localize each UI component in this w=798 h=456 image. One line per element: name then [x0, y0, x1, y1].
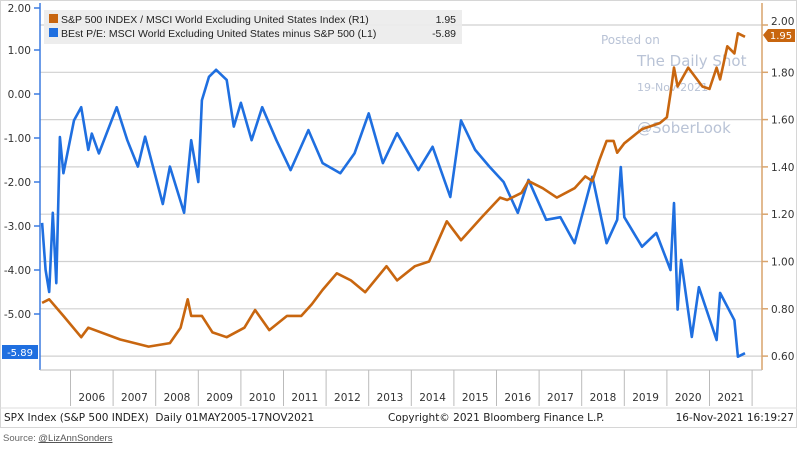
watermark-posted: Posted on	[601, 33, 660, 47]
x-tick-label: 2006	[78, 392, 105, 404]
series-line-pe-diff	[40, 68, 746, 359]
footer-ticker: SPX Index (S&P 500 INDEX) Daily 01MAY200…	[4, 412, 314, 424]
x-tick-label: 2012	[334, 392, 361, 404]
last-value-right: 1.95	[770, 31, 792, 42]
right-tick-label: 1.80	[771, 67, 794, 79]
legend-label-pe-diff: BEst P/E: MSCI World Excluding United St…	[61, 28, 376, 40]
left-tick-label: 2.00	[8, 3, 31, 15]
series-group	[40, 31, 746, 359]
x-tick-label: 2007	[121, 392, 148, 404]
x-tick-label: 2019	[632, 392, 659, 404]
source-label: Source:	[3, 433, 36, 444]
x-tick-label: 2014	[419, 392, 446, 404]
last-value-left: -5.89	[7, 348, 33, 359]
watermark-title: The Daily Shot	[636, 52, 747, 70]
left-tick-label: -2.00	[4, 177, 31, 189]
legend-value-pe-diff: -5.89	[432, 28, 456, 40]
right-tick-label: 0.60	[771, 351, 794, 363]
legend-swatch-sp500-ratio	[49, 14, 58, 23]
right-tick-label: 2.00	[771, 16, 794, 28]
x-tick-label: 2009	[206, 392, 233, 404]
x-tick-label: 2017	[547, 392, 574, 404]
left-tick-label: 0.00	[8, 89, 31, 101]
x-tick-label: 2008	[164, 392, 191, 404]
x-tick-label: 2021	[717, 392, 744, 404]
x-tick-label: 2020	[675, 392, 702, 404]
x-tick-label: 2013	[377, 392, 404, 404]
legend: S&P 500 INDEX / MSCI World Excluding Uni…	[44, 10, 462, 44]
x-tick-label: 2016	[504, 392, 531, 404]
x-tick-label: 2011	[291, 392, 318, 404]
right-tick-label: 1.00	[771, 257, 794, 269]
legend-swatch-pe-diff	[49, 28, 58, 37]
source-link[interactable]: @LizAnnSonders	[38, 433, 113, 444]
x-axis: 2006 2007 2008 2009 2010 2011 2012 2013 2014 2015…	[70, 370, 753, 406]
x-tick-label: 2015	[462, 392, 489, 404]
last-value-tag-right: 1.95	[763, 29, 795, 42]
x-tick-label: 2018	[590, 392, 617, 404]
left-axis: 2.00 1.00 0.00 -1.00 -2.00 -3.00 -4.00 -5.00	[4, 3, 40, 321]
left-tick-label: 1.00	[8, 45, 31, 57]
right-tick-label: 0.80	[771, 304, 794, 316]
legend-value-sp500-ratio: 1.95	[436, 14, 457, 26]
footer-timestamp: 16-Nov-2021 16:19:27	[676, 412, 794, 424]
watermark: Posted on The Daily Shot 19-Nov-2021 @So…	[601, 33, 747, 137]
right-tick-label: 1.60	[771, 115, 794, 127]
chart: Posted on The Daily Shot 19-Nov-2021 @So…	[0, 0, 797, 428]
right-tick-label: 1.20	[771, 209, 794, 221]
legend-box	[44, 10, 462, 44]
watermark-handle: @SoberLook	[637, 119, 731, 137]
last-value-tag-left: -5.89	[2, 345, 38, 359]
left-tick-label: -5.00	[4, 309, 31, 321]
left-tick-label: -1.00	[4, 133, 31, 145]
left-tick-label: -3.00	[4, 221, 31, 233]
right-axis: 2.00 1.80 1.60 1.40 1.20 1.00 0.80 0.60	[762, 16, 794, 363]
footer-copyright: Copyright© 2021 Bloomberg Finance L.P.	[388, 412, 604, 424]
source-line: Source: @LizAnnSonders	[3, 433, 112, 444]
legend-label-sp500-ratio: S&P 500 INDEX / MSCI World Excluding Uni…	[61, 14, 369, 26]
x-tick-label: 2010	[249, 392, 276, 404]
left-tick-label: -4.00	[4, 265, 31, 277]
right-tick-label: 1.40	[771, 162, 794, 174]
series-line-sp500-ratio	[41, 31, 746, 348]
